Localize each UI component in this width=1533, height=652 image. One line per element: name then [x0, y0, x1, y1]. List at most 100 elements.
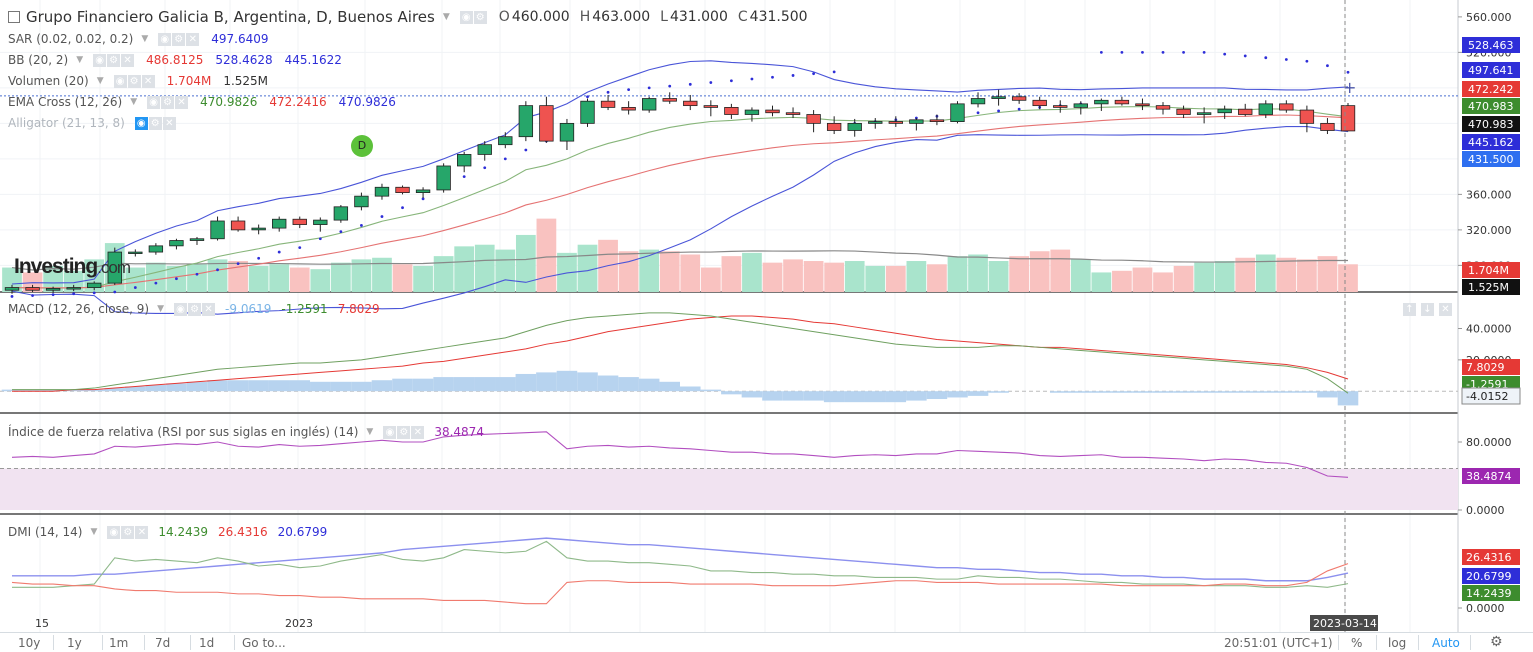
macd-hist-bar — [371, 380, 393, 392]
candle-body — [744, 109, 760, 115]
dmi-tag: 26.4316 — [1466, 551, 1512, 564]
indicator-controls[interactable]: ◉ ⚙ ✕ — [134, 117, 176, 130]
candles[interactable]: + — [4, 0, 1356, 632]
chart-canvas[interactable]: + 560.000520.000360.000320.000280.000528… — [0, 0, 1533, 632]
settings-icon[interactable]: ⚙ — [188, 302, 202, 316]
settings-icon[interactable]: ⚙ — [121, 525, 135, 539]
candle-body — [148, 245, 164, 253]
volume-bar — [372, 257, 392, 292]
move-up-icon[interactable]: ↑ — [1403, 303, 1416, 316]
settings-icon[interactable]: ⚙ — [397, 425, 411, 439]
sar-point — [133, 286, 137, 289]
volume-bar — [515, 234, 536, 292]
close-icon[interactable]: ✕ — [175, 96, 189, 109]
close-icon[interactable]: ✕ — [411, 425, 425, 439]
indicator-controls[interactable]: ◉ ⚙ ✕ — [383, 425, 425, 439]
settings-icon[interactable]: ⚙ — [473, 10, 487, 24]
volume-bar — [207, 259, 228, 292]
volume-bar — [330, 262, 351, 292]
dmi-tag-bg — [1462, 549, 1520, 565]
bb-lower — [11, 126, 1349, 315]
goto-button[interactable]: Go to... — [242, 636, 286, 650]
macd-pane — [0, 312, 1458, 406]
volume-bar — [454, 246, 475, 292]
macd-hist-bar — [1152, 391, 1174, 393]
indicator-row[interactable]: SAR (0.02, 0.02, 0.2) ▼ ◉ ⚙ ✕ 497.6409 — [8, 29, 818, 50]
price-tag: 528.463 — [1468, 39, 1514, 52]
settings-icon[interactable]: ⚙ — [148, 117, 162, 130]
close-icon[interactable]: ✕ — [135, 525, 149, 539]
visibility-icon[interactable]: ◉ — [158, 33, 172, 46]
series-controls[interactable]: ◉ ⚙ — [459, 10, 487, 24]
range-10y[interactable]: 10y — [18, 636, 41, 650]
range-1d[interactable]: 1d — [199, 636, 215, 650]
visibility-icon[interactable]: ◉ — [383, 425, 397, 439]
visibility-icon[interactable]: ◉ — [459, 10, 473, 24]
indicator-row[interactable]: Alligator (21, 13, 8) ◉ ⚙ ✕ — [8, 113, 818, 134]
chevron-down-icon[interactable]: ▼ — [90, 527, 98, 537]
macd-hist-bar — [433, 377, 454, 392]
visibility-icon[interactable]: ◉ — [107, 525, 121, 539]
volume-bar — [1009, 256, 1030, 292]
chevron-down-icon[interactable]: ▼ — [442, 11, 450, 22]
indicator-controls[interactable]: ◉ ⚙ ✕ — [113, 75, 155, 88]
macd-line — [12, 312, 1349, 394]
chevron-down-icon[interactable]: ▼ — [157, 304, 165, 314]
candle-body — [539, 105, 554, 142]
indicator-controls[interactable]: ◉ ⚙ ✕ — [93, 54, 135, 67]
chevron-down-icon[interactable]: ▼ — [76, 55, 84, 65]
percent-toggle[interactable]: % — [1351, 636, 1363, 650]
candle-body — [600, 100, 616, 108]
visibility-icon[interactable]: ◉ — [113, 75, 127, 88]
candle-body — [189, 238, 205, 241]
range-1m[interactable]: 1m — [109, 636, 129, 650]
indicator-row[interactable]: BB (20, 2) ▼ ◉ ⚙ ✕ 486.8125 528.4628 445.1622 — [8, 50, 818, 71]
settings-icon[interactable]: ⚙ — [107, 54, 121, 67]
candle-body — [313, 219, 328, 225]
ohlc-values: O 460.000 H 463.000 L 431.000 C 431.500 — [499, 7, 818, 28]
close-icon[interactable]: ✕ — [141, 75, 155, 88]
indicator-value: 472.2416 — [269, 95, 327, 109]
visibility-icon[interactable]: ◉ — [134, 117, 148, 130]
chevron-down-icon[interactable]: ▼ — [366, 427, 374, 437]
settings-icon[interactable]: ⚙ — [127, 75, 141, 88]
candle-body — [66, 287, 81, 290]
visibility-icon[interactable]: ◉ — [147, 96, 161, 109]
chevron-down-icon[interactable]: ▼ — [141, 34, 149, 44]
chevron-down-icon[interactable]: ▼ — [96, 76, 104, 86]
indicator-controls[interactable]: ◉ ⚙ ✕ — [147, 96, 189, 109]
indicator-controls[interactable]: ◉ ⚙ ✕ — [107, 525, 149, 539]
sar-point — [709, 81, 713, 84]
close-icon[interactable]: ✕ — [202, 302, 216, 316]
visibility-icon[interactable]: ◉ — [174, 302, 188, 316]
close-icon[interactable]: ✕ — [162, 117, 176, 130]
gear-icon[interactable]: ⚙ — [1490, 634, 1503, 650]
logo-text: Investing — [14, 255, 98, 278]
indicator-value: -1.2591 — [281, 302, 328, 316]
close-icon[interactable]: ✕ — [186, 33, 200, 46]
sar-point — [791, 74, 795, 77]
close-pane-icon[interactable]: ✕ — [1439, 303, 1452, 316]
auto-toggle[interactable]: Auto — [1432, 636, 1460, 650]
candle-body — [415, 189, 431, 193]
indicator-row[interactable]: EMA Cross (12, 26) ▼ ◉ ⚙ ✕ 470.9826 472.2416 47… — [8, 92, 818, 113]
visibility-icon[interactable]: ◉ — [93, 54, 107, 67]
settings-icon[interactable]: ⚙ — [172, 33, 186, 46]
range-7d[interactable]: 7d — [155, 636, 171, 650]
sar-point — [236, 262, 240, 265]
indicator-value: 470.9826 — [200, 95, 258, 109]
close-icon[interactable]: ✕ — [121, 54, 135, 67]
log-toggle[interactable]: log — [1388, 636, 1407, 650]
dividend-marker[interactable]: D — [351, 135, 373, 157]
settings-icon[interactable]: ⚙ — [161, 96, 175, 109]
range-1y[interactable]: 1y — [67, 636, 82, 650]
chevron-down-icon[interactable]: ▼ — [130, 97, 138, 107]
indicator-controls[interactable]: ◉ ⚙ ✕ — [158, 33, 200, 46]
collapse-icon[interactable] — [8, 11, 20, 23]
volume-bar — [1317, 256, 1338, 292]
indicator-controls[interactable]: ◉ ⚙ ✕ — [174, 302, 216, 316]
indicator-row[interactable]: Volumen (20) ▼ ◉ ⚙ ✕ 1.704M 1.525M — [8, 71, 818, 92]
move-down-icon[interactable]: ↓ — [1421, 303, 1434, 316]
sar-point — [1326, 64, 1329, 68]
candle-body — [580, 100, 595, 124]
